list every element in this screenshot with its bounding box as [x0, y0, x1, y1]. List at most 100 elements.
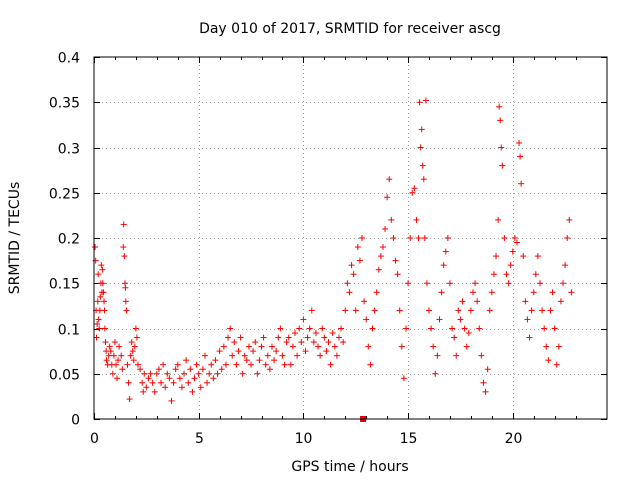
x-tick-label: 10 [295, 431, 313, 447]
data-point [283, 339, 290, 346]
data-point [181, 370, 188, 377]
data-point [402, 325, 409, 332]
data-point [252, 339, 259, 346]
data-point [273, 348, 280, 355]
data-point [472, 280, 479, 287]
tick-labels: 0 0.05 0.1 0.15 0.2 0.25 0.3 0.35 0.4 0 5 10 15 20 [49, 51, 523, 448]
data-point [178, 384, 185, 391]
data-point [92, 244, 99, 251]
data-point [541, 325, 548, 332]
data-point [534, 253, 541, 260]
data-point [517, 153, 524, 160]
data-point [338, 325, 345, 332]
data-point [101, 325, 108, 332]
data-point [122, 284, 129, 291]
data-point [164, 370, 171, 377]
data-point [369, 325, 376, 332]
data-point [493, 253, 500, 260]
x-axis-label: GPS time / hours [291, 459, 408, 475]
y-axis-label: SRMTID / TECUs [7, 182, 23, 295]
data-point [214, 370, 221, 377]
data-point [119, 366, 126, 373]
y-tick-label: 0.2 [58, 232, 80, 248]
data-point [442, 248, 449, 255]
data-point [121, 253, 128, 260]
data-point [530, 289, 537, 296]
data-point [99, 266, 106, 273]
data-point [346, 289, 353, 296]
data-point [285, 334, 292, 341]
data-point [415, 235, 422, 241]
data-point [176, 375, 183, 382]
y-tick-label: 0.25 [49, 187, 80, 203]
data-point [201, 352, 208, 359]
data-point [325, 339, 332, 346]
data-point [222, 361, 229, 368]
data-point [465, 330, 472, 337]
data-point [432, 370, 439, 377]
data-point [522, 298, 529, 305]
data-point [107, 348, 114, 355]
data-point [220, 343, 227, 350]
data-point [438, 289, 445, 296]
data-point [392, 257, 399, 264]
data-point [279, 352, 286, 359]
data-point [440, 262, 447, 269]
data-point [124, 361, 131, 368]
data-point [294, 352, 301, 359]
data-point [266, 366, 273, 373]
data-point [446, 280, 453, 287]
data-point [310, 339, 317, 346]
data-point [132, 325, 139, 332]
data-point [149, 379, 156, 386]
data-point [568, 289, 575, 296]
data-point [449, 325, 456, 332]
data-point [300, 316, 307, 323]
data-point [153, 370, 160, 377]
data-point [95, 316, 102, 323]
data-point [292, 330, 299, 337]
data-point [426, 307, 433, 314]
data-point [411, 185, 418, 192]
data-point [302, 348, 309, 355]
data-point [382, 225, 389, 232]
data-point [474, 298, 481, 305]
data-point [495, 216, 502, 223]
data-point [469, 289, 476, 296]
data-point [499, 162, 506, 169]
data-point [197, 384, 204, 391]
data-point [409, 189, 416, 196]
data-point [287, 361, 294, 368]
data-point [185, 379, 192, 386]
data-point [340, 339, 347, 346]
data-point [363, 316, 370, 323]
data-point [137, 366, 144, 373]
data-point [258, 343, 265, 350]
data-point [96, 325, 103, 332]
y-tick-label: 0.35 [49, 96, 80, 112]
data-point [520, 253, 527, 260]
data-point [170, 379, 177, 386]
data-point [390, 235, 397, 241]
data-point [356, 257, 363, 264]
data-point [262, 361, 269, 368]
data-point [225, 334, 232, 341]
data-point [116, 343, 123, 350]
data-point [367, 361, 374, 368]
data-point [155, 366, 162, 373]
data-point [400, 375, 407, 382]
data-point [231, 339, 238, 346]
data-point [335, 334, 342, 341]
data-point [507, 262, 514, 269]
x-tick-label: 15 [400, 431, 418, 447]
data-point [549, 289, 556, 296]
data-point [128, 339, 135, 346]
y-tick-label: 0.1 [58, 323, 80, 339]
data-point [112, 361, 119, 368]
data-point [166, 375, 173, 382]
data-point [365, 343, 372, 350]
data-point [141, 370, 148, 377]
data-point [147, 370, 154, 377]
data-point [94, 320, 101, 327]
grid-lines [94, 57, 607, 419]
